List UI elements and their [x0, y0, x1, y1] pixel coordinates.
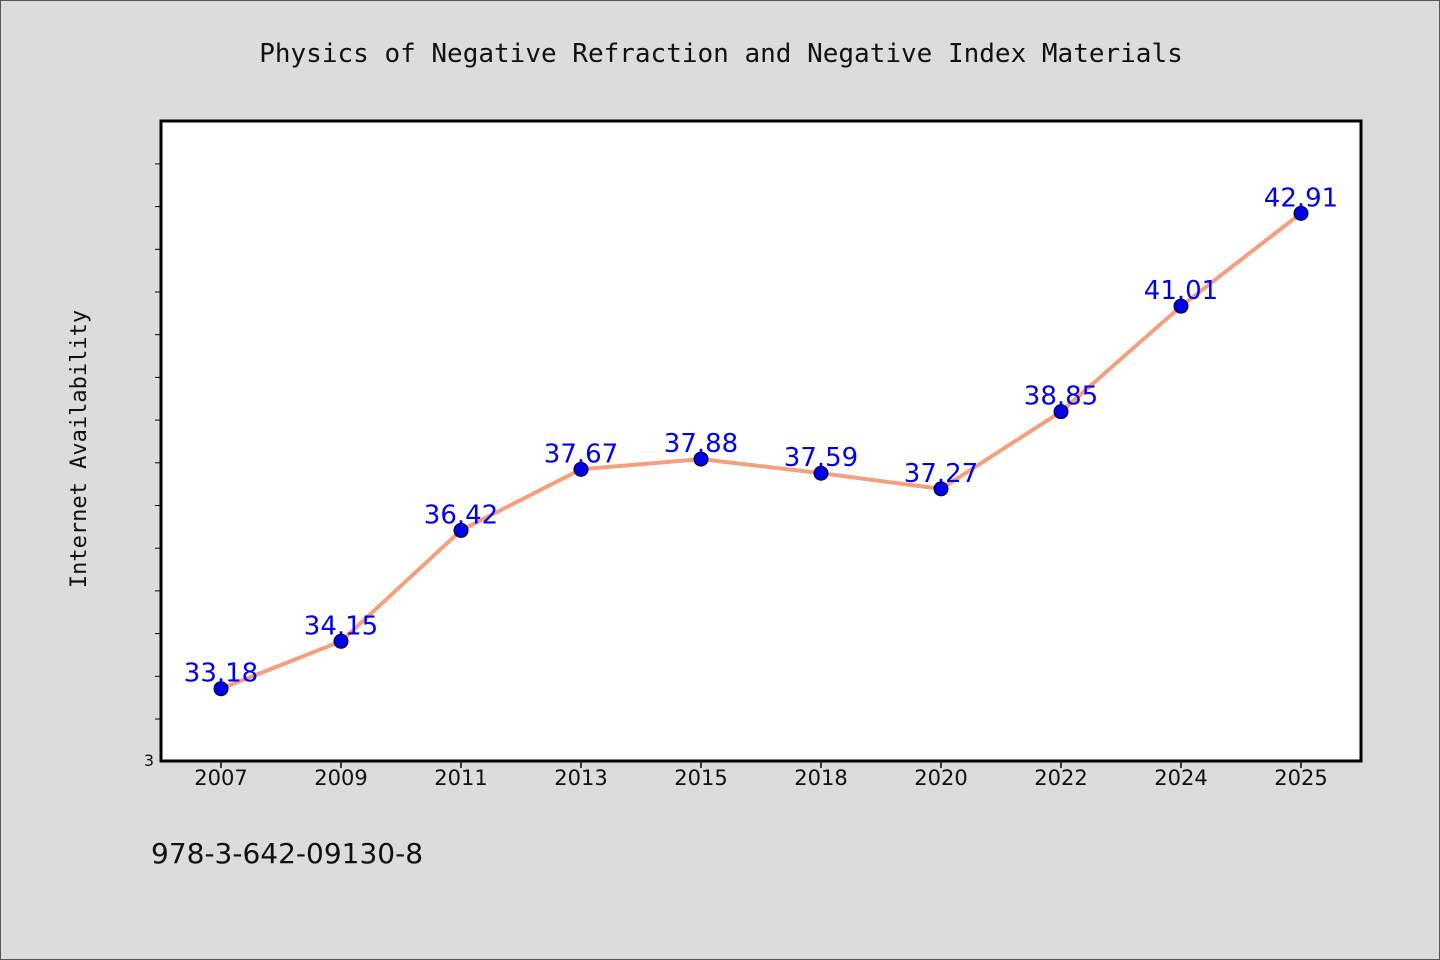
data-point — [333, 633, 349, 649]
data-point — [933, 481, 949, 497]
x-tick-label: 2022 — [1034, 766, 1087, 790]
data-point — [453, 522, 469, 538]
data-point — [573, 461, 589, 477]
isbn-footer: 978-3-642-09130-8 — [151, 837, 423, 870]
x-tick-labels: 2007 2009 2011 2013 2015 2018 2020 2022 2024 2025 — [194, 766, 1327, 790]
x-tick-label: 2025 — [1274, 766, 1327, 790]
data-label: 37.27 — [904, 459, 978, 489]
x-ticks — [220, 761, 1302, 768]
series-line — [219, 211, 1303, 691]
data-label: 42.91 — [1264, 183, 1338, 213]
x-tick-label: 2007 — [194, 766, 247, 790]
chart-title: Physics of Negative Refraction and Negat… — [259, 39, 1183, 69]
x-tick-label: 2009 — [314, 766, 367, 790]
data-label: 37.67 — [544, 439, 618, 469]
plot-area — [159, 119, 1363, 763]
markers — [213, 205, 1309, 697]
data-point — [1053, 404, 1069, 420]
x-tick-label: 2018 — [794, 766, 847, 790]
data-point — [213, 681, 229, 697]
data-label: 38.85 — [1024, 382, 1098, 412]
data-label: 36.42 — [424, 500, 498, 530]
data-label: 33.18 — [184, 659, 258, 689]
data-label: 41.01 — [1144, 276, 1218, 306]
x-tick-label: 2013 — [554, 766, 607, 790]
data-label: 37.59 — [784, 443, 858, 473]
x-tick-label: 2024 — [1154, 766, 1207, 790]
data-point — [693, 451, 709, 467]
series-line-group — [219, 211, 1303, 691]
x-tick-label: 2020 — [914, 766, 967, 790]
data-point — [1293, 205, 1309, 221]
x-tick-label: 2011 — [434, 766, 487, 790]
data-point — [813, 465, 829, 481]
x-tick-label: 2015 — [674, 766, 727, 790]
data-labels: 33.18 34.15 36.42 37.67 37.88 37.59 37.27 38.85… — [184, 183, 1338, 688]
y-tick-label: 3 — [144, 751, 154, 770]
data-label: 37.88 — [664, 429, 738, 459]
data-point — [1173, 298, 1189, 314]
data-label: 34.15 — [304, 611, 378, 641]
y-axis-label: Internet Availability — [67, 310, 92, 588]
y-ticks — [155, 163, 161, 720]
